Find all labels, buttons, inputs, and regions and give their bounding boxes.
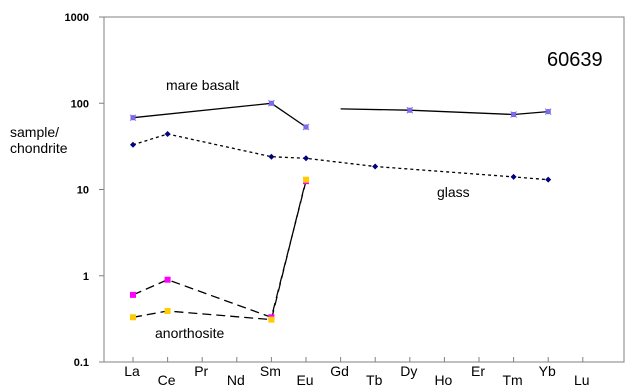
- y-axis-label-line1: sample/: [10, 124, 59, 140]
- series-1-point-0: [130, 141, 136, 148]
- series-0-point-5-cross: [544, 108, 552, 115]
- x-tick-label-ce: Ce: [158, 372, 176, 388]
- series-3-point-0: [130, 314, 136, 321]
- x-tick-label-eu: Eu: [296, 372, 313, 388]
- series-1-point-4: [372, 163, 379, 170]
- y-tick-label: 1: [83, 271, 89, 283]
- x-tick-label-er: Er: [471, 363, 485, 379]
- y-axis-ticks: 0.1 1 10 100 1000: [65, 12, 104, 369]
- series-0-point-4-cross: [510, 111, 517, 118]
- series-0-point-3-cross: [406, 106, 414, 114]
- series-line-3-0: [132, 179, 307, 321]
- y-tick-label: 0.1: [74, 357, 89, 369]
- series-0-point-1-cross: [268, 99, 275, 107]
- annotation-anorthosite: anorthosite: [155, 325, 224, 341]
- x-tick-label-nd: Nd: [227, 372, 245, 388]
- series-0-point-0-cross: [129, 114, 137, 122]
- y-tick-label: 100: [71, 98, 89, 110]
- x-tick-label-tb: Tb: [366, 372, 383, 388]
- y-tick-label: 1000: [65, 12, 89, 24]
- series-line-0-1: [340, 108, 549, 116]
- series-1-point-5: [510, 173, 517, 180]
- x-tick-label-lu: Lu: [574, 372, 590, 388]
- series-3-point-2: [268, 316, 275, 323]
- series-3-point-3: [303, 176, 309, 183]
- sample-label: 60639: [547, 49, 603, 71]
- series-1-point-6: [545, 176, 552, 183]
- series-3-point-1: [164, 308, 171, 315]
- series-1-point-1: [164, 131, 171, 138]
- series-0-point-2-cross: [302, 123, 310, 131]
- x-tick-label-la: La: [124, 363, 140, 379]
- y-tick-label: 10: [77, 185, 89, 197]
- series-1-point-3: [303, 155, 309, 162]
- x-tick-label-yb: Yb: [539, 363, 556, 379]
- x-tick-label-tm: Tm: [502, 372, 522, 388]
- series-1-point-2: [268, 153, 275, 160]
- annotation-mare-basalt: mare basalt: [166, 77, 239, 93]
- x-axis-ticks: La Ce Pr Nd Sm Eu Gd Tb Dy Ho Er Tm Yb Lu: [124, 357, 590, 388]
- x-tick-label-dy: Dy: [400, 363, 417, 379]
- series-2-point-0: [130, 291, 136, 298]
- annotation-glass: glass: [437, 184, 470, 200]
- series-2-point-1: [164, 276, 171, 283]
- series-markers: [129, 99, 552, 323]
- x-tick-label-sm: Sm: [260, 363, 281, 379]
- x-tick-label-ho: Ho: [434, 372, 452, 388]
- y-axis-label-line2: chondrite: [10, 140, 68, 156]
- x-tick-label-pr: Pr: [194, 363, 208, 379]
- x-tick-label-gd: Gd: [330, 363, 349, 379]
